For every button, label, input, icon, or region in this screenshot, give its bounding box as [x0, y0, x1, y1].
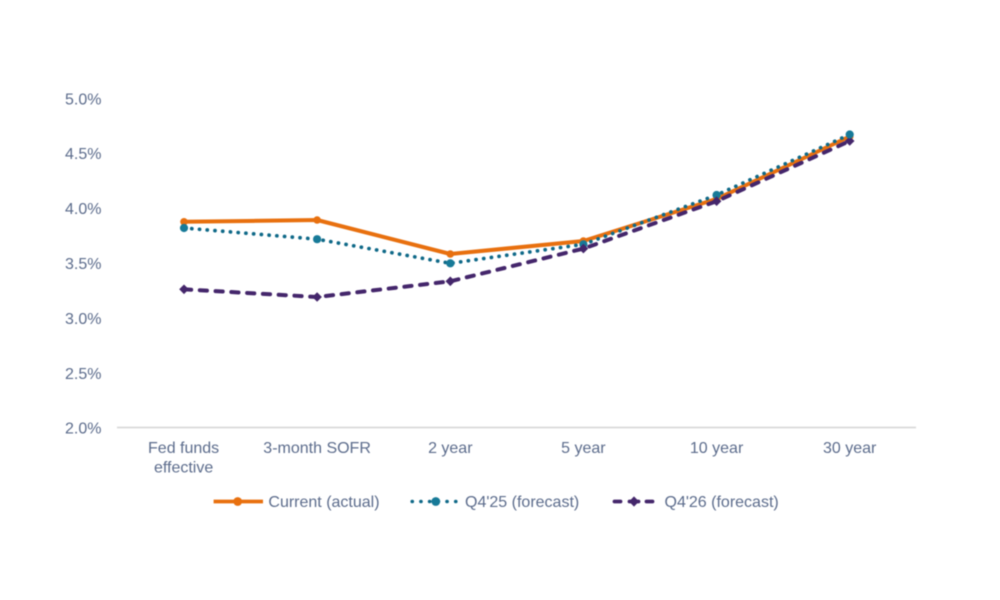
svg-text:Fed funds: Fed funds — [148, 440, 219, 457]
svg-text:5 year: 5 year — [561, 440, 606, 457]
svg-text:Q4'26 (forecast): Q4'26 (forecast) — [665, 494, 779, 511]
svg-text:3.5%: 3.5% — [65, 256, 101, 273]
svg-text:2.0%: 2.0% — [65, 421, 101, 438]
svg-text:4.5%: 4.5% — [65, 146, 101, 163]
svg-text:4.0%: 4.0% — [65, 201, 101, 218]
svg-text:2.5%: 2.5% — [65, 366, 101, 383]
svg-text:2 year: 2 year — [428, 440, 473, 457]
svg-text:3-month SOFR: 3-month SOFR — [263, 440, 371, 457]
svg-text:3.0%: 3.0% — [65, 311, 101, 328]
svg-text:30 year: 30 year — [823, 440, 877, 457]
svg-text:Q4'25 (forecast): Q4'25 (forecast) — [465, 494, 579, 511]
svg-text:10 year: 10 year — [690, 440, 744, 457]
svg-text:5.0%: 5.0% — [65, 91, 101, 108]
svg-text:effective: effective — [154, 460, 213, 477]
svg-text:Current (actual): Current (actual) — [268, 494, 379, 511]
